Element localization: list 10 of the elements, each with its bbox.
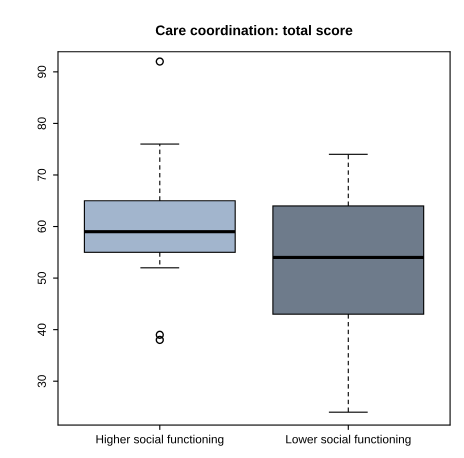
y-tick-label: 40 (38, 324, 46, 336)
x-tick-label: Higher social functioning (96, 434, 224, 446)
chart-title: Care coordination: total score (156, 25, 352, 36)
y-tick-label: 90 (38, 66, 46, 78)
x-tick-label: Lower social functioning (286, 434, 411, 446)
y-tick-label: 70 (38, 168, 46, 181)
y-tick-label: 50 (38, 272, 46, 284)
y-tick-label: 80 (38, 117, 46, 130)
y-tick-label: 30 (38, 375, 46, 388)
y-tick-label: 60 (38, 220, 46, 232)
